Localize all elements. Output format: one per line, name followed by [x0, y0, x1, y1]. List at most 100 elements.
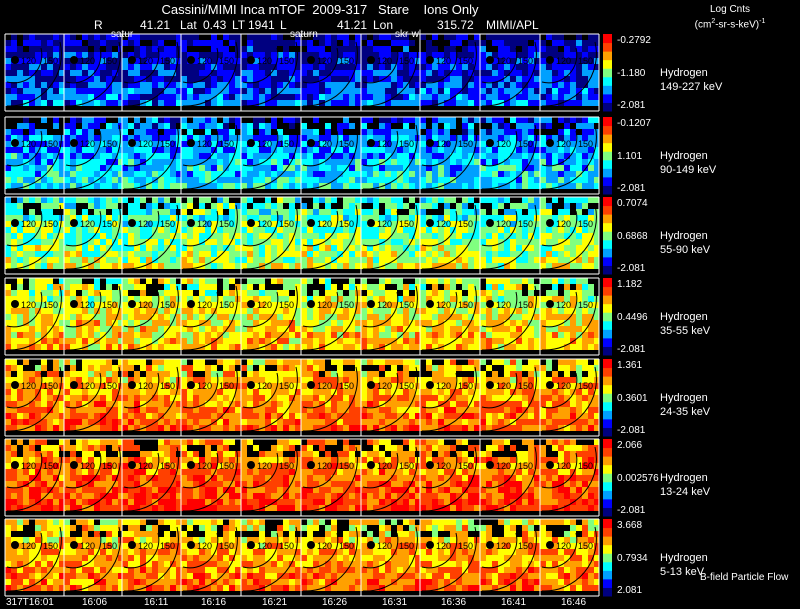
heatmap-cell	[403, 171, 409, 177]
heatmap-cell	[82, 123, 88, 129]
heatmap-cell	[283, 171, 289, 177]
heatmap-cell	[253, 203, 259, 209]
heatmap-cell	[112, 203, 118, 209]
contour-label: 150	[219, 219, 234, 229]
heatmap-cell	[134, 141, 140, 147]
heatmap-cell	[534, 320, 540, 326]
heatmap-cell	[53, 326, 59, 332]
heatmap-cell	[187, 314, 193, 320]
heatmap-cell	[35, 58, 41, 64]
heatmap-cell	[432, 227, 438, 233]
heatmap-cell	[588, 296, 594, 302]
heatmap-cell	[480, 159, 486, 165]
heatmap-cell	[223, 123, 229, 129]
heatmap-cell	[438, 221, 444, 227]
heatmap-cell	[259, 209, 265, 215]
heatmap-cell	[82, 159, 88, 165]
heatmap-cell	[313, 296, 319, 302]
heatmap-cell	[468, 221, 474, 227]
heatmap-cell	[5, 407, 11, 413]
heatmap-cell	[112, 377, 118, 383]
heatmap-cell	[522, 76, 528, 82]
heatmap-cell	[355, 227, 361, 233]
heatmap-cell	[379, 34, 385, 40]
heatmap-cell	[211, 227, 217, 233]
heatmap-cell	[112, 197, 118, 203]
heatmap-cell	[325, 314, 331, 320]
heatmap-cell	[122, 94, 128, 100]
heatmap-cell	[301, 239, 307, 245]
heatmap-cell	[498, 159, 504, 165]
heatmap-cell	[301, 165, 307, 171]
heatmap-cell	[516, 251, 522, 257]
heatmap-cell	[450, 278, 456, 284]
heatmap-cell	[64, 135, 70, 141]
heatmap-cell	[319, 88, 325, 94]
heatmap-cell	[11, 338, 17, 344]
heatmap-cell	[193, 332, 199, 338]
heatmap-cell	[217, 203, 223, 209]
heatmap-cell	[259, 129, 265, 135]
heatmap-cell	[94, 221, 100, 227]
heatmap-cell	[146, 135, 152, 141]
heatmap-cell	[361, 52, 367, 58]
heatmap-cell	[546, 159, 552, 165]
heatmap-cell	[229, 344, 235, 350]
heatmap-cell	[426, 290, 432, 296]
heatmap-cell	[59, 365, 64, 371]
heatmap-cell	[140, 338, 146, 344]
heatmap-cell	[88, 135, 94, 141]
heatmap-cell	[17, 239, 23, 245]
heatmap-cell	[146, 147, 152, 153]
heatmap-cell	[5, 401, 11, 407]
heatmap-cell	[510, 344, 516, 350]
heatmap-cell	[229, 64, 235, 70]
contour-arc	[123, 204, 179, 270]
heatmap-cell	[193, 278, 199, 284]
heatmap-cell	[217, 332, 223, 338]
heatmap-cell	[420, 245, 426, 251]
heatmap-cell	[516, 338, 522, 344]
heatmap-cell	[349, 141, 355, 147]
heatmap-cell	[70, 82, 76, 88]
heatmap-cell	[187, 308, 193, 314]
heatmap-cell	[199, 233, 205, 239]
heatmap-cell	[152, 302, 158, 308]
heatmap-cell	[23, 141, 29, 147]
heatmap-cell	[122, 147, 128, 153]
heatmap-cell	[181, 70, 187, 76]
heatmap-cell	[205, 183, 211, 189]
heatmap-cell	[343, 117, 349, 123]
heatmap-cell	[355, 221, 361, 227]
heatmap-cell	[450, 88, 456, 94]
heatmap-cell	[373, 100, 379, 106]
heatmap-cell	[355, 332, 361, 338]
heatmap-cell	[128, 70, 134, 76]
heatmap-cell	[283, 320, 289, 326]
heatmap-cell	[307, 159, 313, 165]
heatmap-cell	[193, 40, 199, 46]
heatmap-cell	[403, 239, 409, 245]
heatmap-cell	[594, 263, 599, 269]
heatmap-cell	[432, 135, 438, 141]
heatmap-cell	[235, 153, 241, 159]
heatmap-cell	[41, 94, 47, 100]
heatmap-cell	[47, 82, 53, 88]
heatmap-cell	[319, 94, 325, 100]
heatmap-cell	[438, 257, 444, 263]
heatmap-cell	[146, 46, 152, 52]
heatmap-cell	[64, 171, 70, 177]
heatmap-cell	[140, 165, 146, 171]
heatmap-cell	[552, 308, 558, 314]
heatmap-cell	[265, 129, 271, 135]
heatmap-cell	[540, 88, 546, 94]
heatmap-cell	[106, 52, 112, 58]
heatmap-cell	[76, 70, 82, 76]
heatmap-cell	[259, 40, 265, 46]
heatmap-cell	[29, 129, 35, 135]
heatmap-cell	[88, 407, 94, 413]
heatmap-cell	[265, 141, 271, 147]
heatmap-cell	[522, 338, 528, 344]
heatmap-cell	[552, 88, 558, 94]
heatmap-cell	[193, 302, 199, 308]
